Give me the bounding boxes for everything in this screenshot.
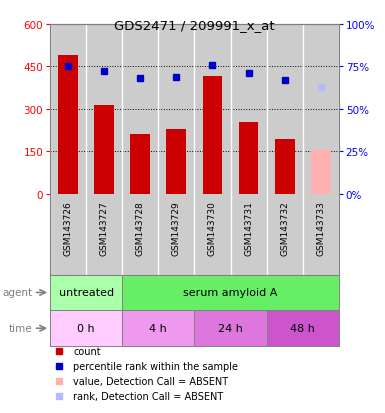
Text: GSM143732: GSM143732 — [280, 201, 289, 256]
Bar — [122, 275, 339, 311]
Bar — [122, 311, 194, 347]
Text: GSM143728: GSM143728 — [136, 201, 145, 256]
Text: 24 h: 24 h — [218, 323, 243, 333]
Bar — [194, 311, 266, 347]
Bar — [94, 105, 114, 195]
Text: count: count — [73, 347, 101, 356]
Bar — [131, 135, 150, 195]
Text: 0 h: 0 h — [77, 323, 95, 333]
Text: time: time — [8, 323, 32, 333]
Text: GDS2471 / 209991_x_at: GDS2471 / 209991_x_at — [114, 19, 275, 31]
Text: GSM143727: GSM143727 — [100, 201, 109, 256]
Text: GSM143730: GSM143730 — [208, 201, 217, 256]
Bar — [311, 151, 331, 195]
Text: GSM143729: GSM143729 — [172, 201, 181, 256]
Bar — [203, 77, 223, 195]
Bar — [166, 129, 186, 195]
Bar — [50, 275, 122, 311]
Text: agent: agent — [2, 288, 32, 298]
Text: value, Detection Call = ABSENT: value, Detection Call = ABSENT — [73, 376, 228, 386]
Text: untreated: untreated — [59, 288, 114, 298]
Text: rank, Detection Call = ABSENT: rank, Detection Call = ABSENT — [73, 392, 223, 401]
Text: GSM143731: GSM143731 — [244, 201, 253, 256]
Text: 48 h: 48 h — [290, 323, 315, 333]
Text: percentile rank within the sample: percentile rank within the sample — [73, 361, 238, 371]
Bar — [266, 311, 339, 347]
Text: 4 h: 4 h — [149, 323, 167, 333]
Text: GSM143733: GSM143733 — [316, 201, 325, 256]
Bar — [275, 139, 295, 195]
Text: GSM143726: GSM143726 — [64, 201, 73, 256]
Bar — [58, 56, 78, 195]
Text: serum amyloid A: serum amyloid A — [183, 288, 278, 298]
Bar — [50, 311, 122, 347]
Bar — [239, 122, 258, 195]
